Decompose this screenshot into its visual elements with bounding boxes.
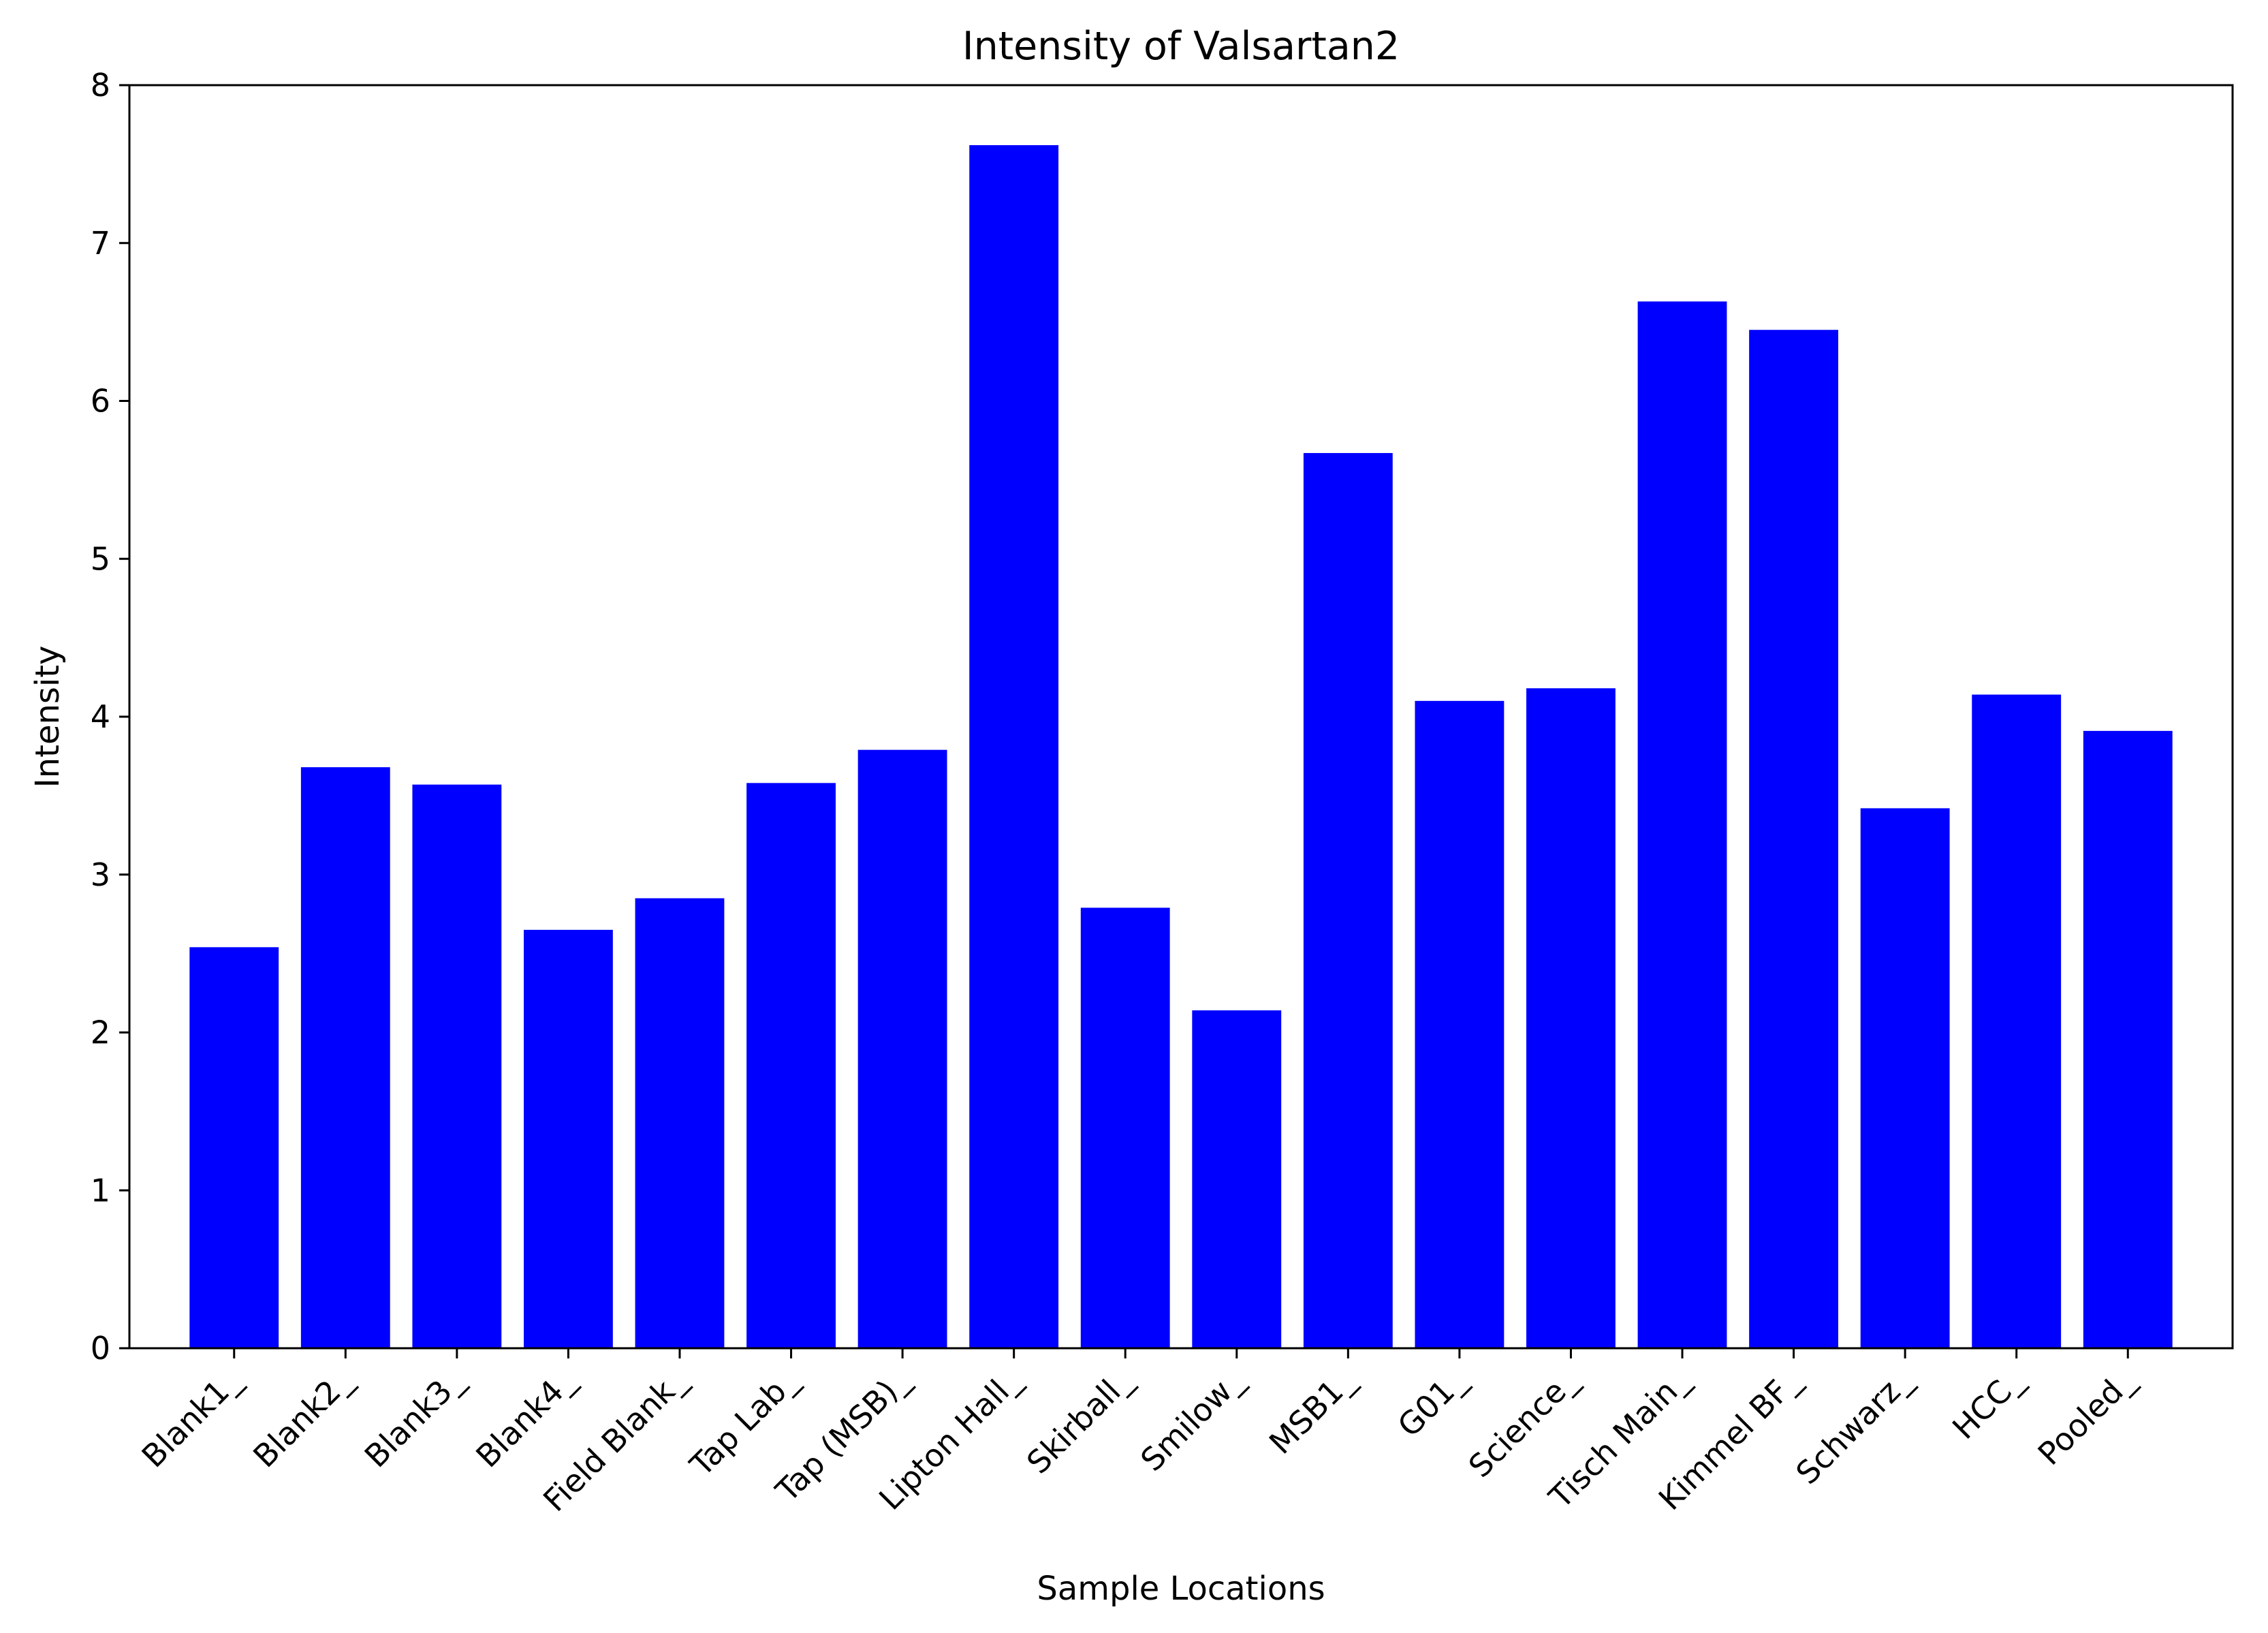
x-axis-label: Sample Locations <box>1037 1570 1325 1608</box>
bar <box>1192 1010 1282 1348</box>
y-axis: 0 1 2 3 4 5 6 7 8 <box>91 67 129 1367</box>
bar-group <box>189 145 2173 1349</box>
plot-frame <box>128 84 2234 1350</box>
bar <box>969 145 1059 1349</box>
bar <box>1415 700 1505 1348</box>
bar <box>1972 694 2062 1348</box>
bar <box>2083 730 2173 1348</box>
y-tick-label: 6 <box>91 383 110 420</box>
bar <box>1080 907 1170 1348</box>
y-tick-label: 8 <box>91 67 110 104</box>
bar <box>412 784 502 1348</box>
bar <box>189 947 279 1348</box>
bar <box>1637 301 1727 1348</box>
bar <box>635 898 725 1348</box>
y-tick-label: 5 <box>91 540 110 577</box>
y-axis-label: Intensity <box>29 646 67 788</box>
bar <box>300 767 390 1348</box>
bar <box>1860 808 1950 1348</box>
bar <box>857 749 947 1348</box>
bar <box>1749 330 1838 1348</box>
y-tick-label: 7 <box>91 225 110 262</box>
y-tick-label: 3 <box>91 856 110 893</box>
bar <box>1303 452 1393 1348</box>
bar <box>746 783 836 1348</box>
y-tick-label: 0 <box>91 1330 110 1367</box>
bar <box>1526 688 1616 1348</box>
chart-title: Intensity of Valsartan2 <box>962 24 1400 69</box>
y-tick-label: 1 <box>91 1172 110 1209</box>
y-tick-label: 4 <box>91 698 110 735</box>
y-tick-label: 2 <box>91 1014 110 1051</box>
bar <box>524 929 613 1348</box>
